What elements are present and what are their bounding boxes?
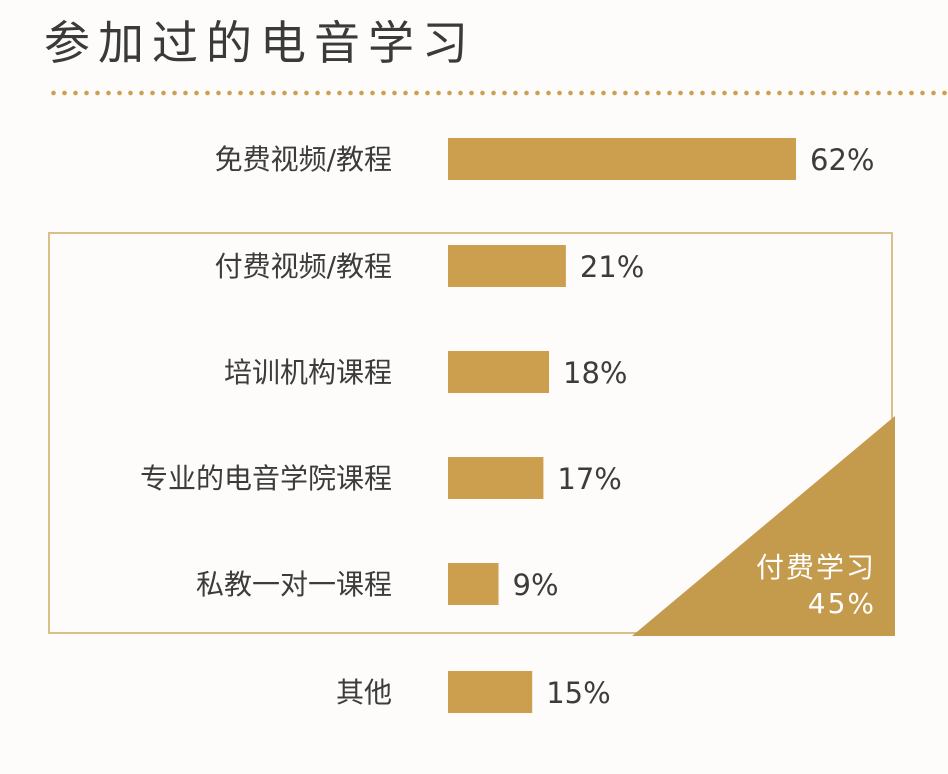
value-label: 62%	[810, 143, 874, 177]
category-label: 其他	[336, 676, 392, 709]
paid-learning-corner-triangle	[632, 416, 895, 636]
category-label: 免费视频/教程	[215, 143, 392, 176]
value-label: 9%	[513, 568, 559, 602]
category-label: 培训机构课程	[224, 356, 392, 389]
value-label: 21%	[580, 250, 644, 284]
bar	[448, 245, 566, 287]
bar	[448, 351, 550, 393]
value-label: 15%	[546, 676, 610, 710]
bar	[448, 457, 544, 499]
category-label: 付费视频/教程	[215, 250, 392, 283]
chart-title: 参加过的电音学习	[44, 16, 476, 70]
value-label: 17%	[557, 462, 621, 496]
paid-learning-value: 45%	[807, 587, 876, 620]
bar	[448, 563, 499, 605]
paid-learning-label: 付费学习	[755, 551, 876, 584]
dotted-divider	[48, 90, 948, 96]
value-label: 18%	[563, 356, 627, 390]
bar	[448, 671, 533, 713]
category-label: 专业的电音学院课程	[140, 462, 392, 495]
category-label: 私教一对一课程	[196, 568, 392, 601]
bar	[448, 138, 796, 180]
paid-learning-summary: 付费学习 45%	[676, 550, 876, 622]
